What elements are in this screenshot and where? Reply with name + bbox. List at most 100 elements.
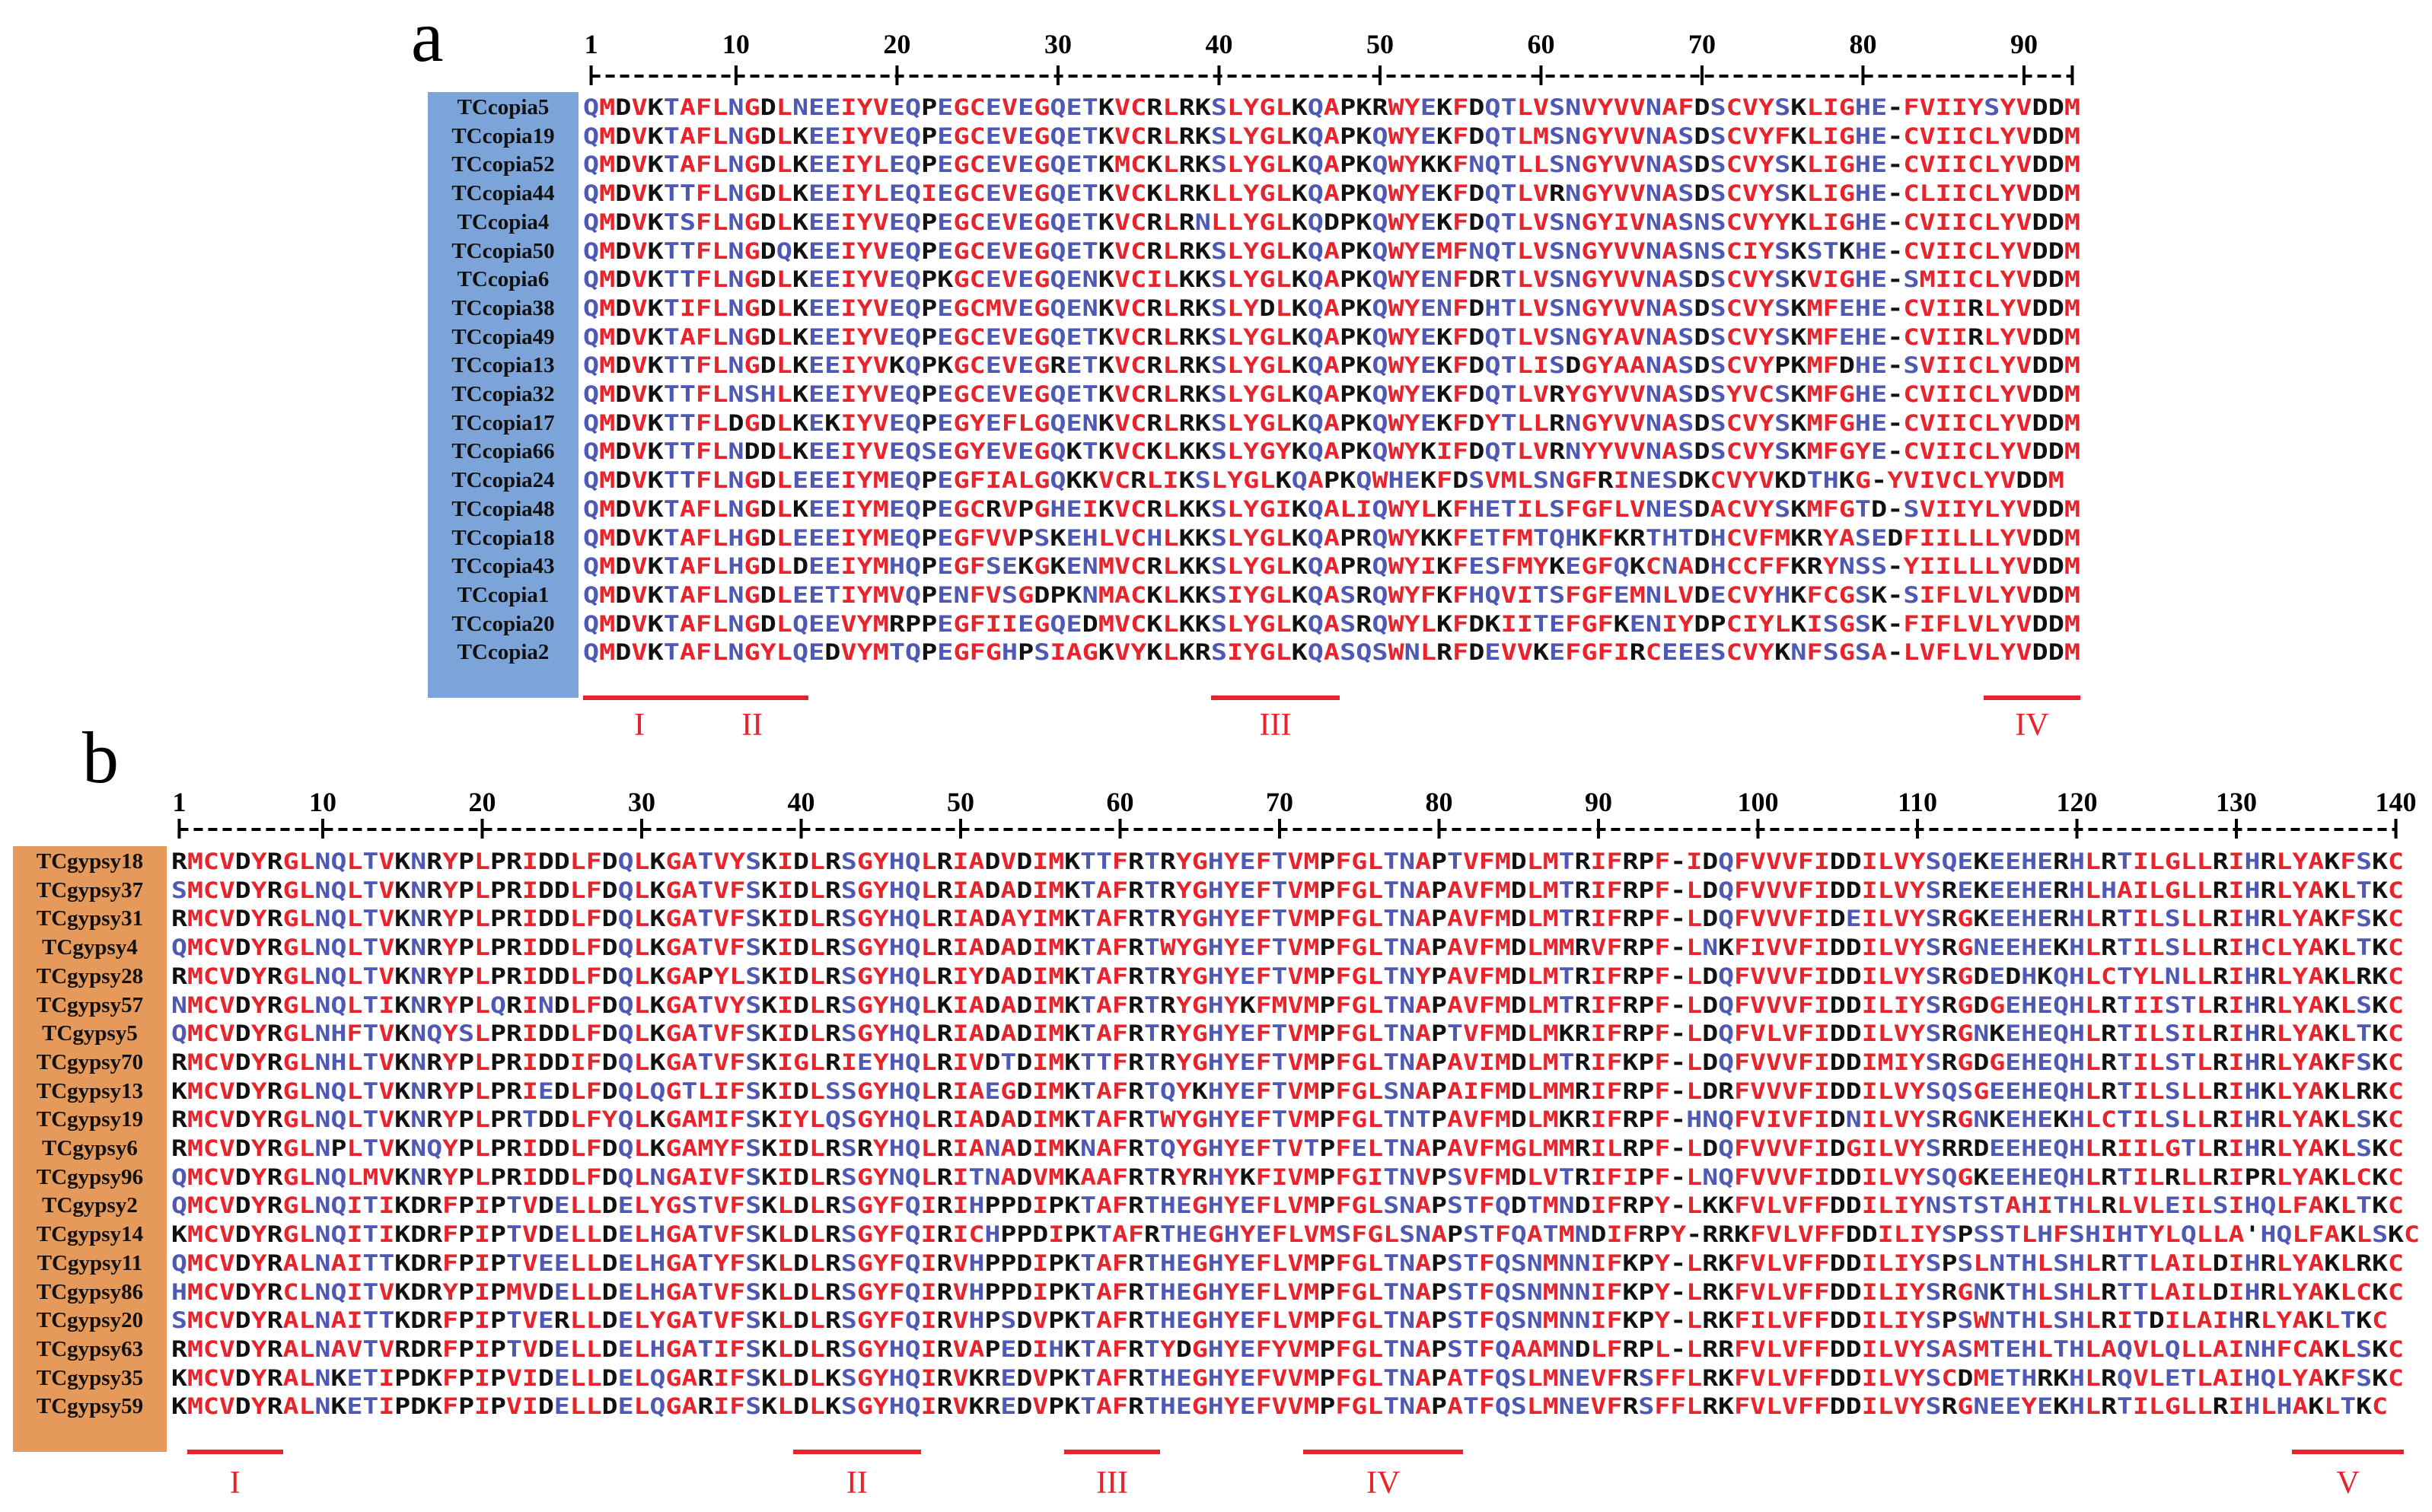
sequence-row: QMDVKTAFLNGDLNEEIYVEQPEGCEVEGQETKVCRLRKS… [583,94,2080,120]
sequence-row: KMCVDYRALNKETIPDKFPIPVIDELLDELQGARIFSKLD… [171,1364,2404,1391]
sequence-name: TCcopia19 [451,123,555,148]
sequence-row: QMDVKTAFLNGDLKEEIYMEQPEGCRVPGHEIKVCRLKKS… [583,495,2080,522]
sequence-name: TCgypsy13 [36,1078,144,1103]
sequence-row: RMCVDYRGLNHLTVKNRYPLPRIDDIFDQLKGATVFSKIG… [171,1049,2404,1075]
gypsy-name-box [13,846,167,1452]
ruler-tick-label: 10 [722,29,750,59]
motif-underline [1303,1450,1463,1454]
ruler-tick-label: 40 [787,787,815,817]
sequence-row: QMDVKTAFLHGDLEEEIYMEQPEGFVVPSKEHLVCHLKKS… [583,524,2080,551]
sequence-row: QMCVDYRGLNQLMVKNRYPLPRIDDLFDQLNGAIVFSKID… [171,1163,2404,1190]
sequence-name: TCgypsy2 [42,1193,138,1218]
sequence-name: TCcopia20 [451,611,555,636]
sequence-row: QMDVKTTFLNGDQKEEIYVEQPEGCEVEGQETKVCRLRKS… [583,237,2080,264]
sequence-name: TCgypsy28 [36,963,144,988]
sequence-row: QMDVKTTFLNGDLKEEIYVEQPKGCEVEGQENKVCILKKS… [583,266,2080,293]
sequence-name: TCcopia2 [457,640,550,665]
sequence-row: KMCVDYRGLNQITIKDRFPIPTVDELLDELHGATVFSKLD… [171,1221,2420,1248]
sequence-row: NMCVDYRGLNQLTIKNRYPLQRINDLFDQLKGATVYSKID… [171,992,2404,1018]
sequence-name: TCcopia13 [451,353,555,378]
ruler-tick-label: 80 [1425,787,1453,817]
sequence-name: TCcopia18 [451,525,555,550]
sequence-name: TCcopia38 [451,295,555,320]
sequence-row: RMCVDYRGLNQLTVKNRYPLPRIDDLFDQLKGATVFSKID… [171,906,2404,932]
sequence-name: TCgypsy11 [37,1250,143,1275]
motif-underline [583,696,696,700]
sequence-name: TCcopia43 [451,554,555,579]
sequence-row: QMDVKTAFLNGDLEETIYMVQPENFVSGDPKNMACKLKKS… [583,581,2080,608]
sequence-name: TCgypsy4 [42,935,138,960]
ruler-tick-label: 60 [1106,787,1134,817]
ruler-tick-label: 90 [2010,29,2038,59]
motif-underline [186,1450,283,1454]
ruler-tick-label: 80 [1849,29,1877,59]
ruler-tick-label: 100 [1737,787,1779,817]
motif-label: II [741,708,763,743]
ruler-tick-label: 1 [584,29,598,59]
sequence-row: QMDVKTTFLNGDLEEEIYMEQPEGFIALGQKKVCRLIKSL… [583,467,2064,494]
ruler-tick-label: 1 [172,787,186,817]
ruler-tick-label: 40 [1205,29,1233,59]
sequence-row: RMCVDYRGLNPLTVKNQYPLPRIDDLFDQLKGAMYFSKID… [171,1135,2404,1161]
ruler-tick-label: 20 [883,29,911,59]
panel-b-letter: b [82,717,119,798]
motif-label: I [229,1466,241,1501]
sequence-row: RMCVDYRGLNQLTVKNRYPLPRIDDLFDQLKGAPYLSKID… [171,963,2404,989]
sequence-row: QMDVKTAFLNGDLKEEIYLEQPEGCEVEGQETKMCKLRKS… [583,151,2080,178]
sequence-name: TCgypsy31 [36,906,144,931]
motif-underline [2292,1450,2404,1454]
ruler-tick-label: 120 [2056,787,2098,817]
sequence-row: QMDVKTTFLNSHLKEEIYVEQPEGCEVEGQETKVCRLRKS… [583,381,2080,407]
ruler-tick-label: 70 [1688,29,1716,59]
sequence-row: QMDVKTTFLDGDLKEKIYVEQPEGYEFLGQENKVCRLRKS… [583,409,2080,436]
sequence-row: QMDVKTTFLNGDLKEEIYVKQPKGCEVEGRETKVCRLRKS… [583,352,2080,379]
motif-label: III [1259,708,1292,743]
sequence-row: KMCVDYRGLNQLTVKNRYPLPRIEDLFDQLQGTLIFSKID… [171,1077,2404,1104]
sequence-name: TCcopia24 [451,468,555,493]
sequence-row: RMCVDYRALNAVTVRDRFPIPTVDELLDELHGATIFSKLD… [171,1335,2404,1362]
sequence-name: TCcopia49 [451,324,555,349]
ruler-tick-label: 90 [1585,787,1613,817]
ruler-tick-label: 70 [1266,787,1294,817]
sequence-row: QMDVKTAFLNGYLQEDVYMTQPEGFGHPSIAGKVYKLKRS… [583,639,2080,666]
ruler-tick-label: 50 [947,787,975,817]
sequence-row: RMCVDYRGLNQLTVKNRYPLPRIDDLFDQLKGATVYSKID… [171,848,2404,874]
sequence-row: QMDVKTAFLNGDLKEEIYVEQPEGCEVEGQETKVCRLRKS… [583,323,2080,350]
sequence-name: TCcopia1 [457,582,550,607]
ruler-tick-label: 30 [1044,29,1072,59]
motif-label: IV [2015,708,2049,743]
sequence-name: TCcopia32 [451,382,555,406]
motif-label: II [846,1466,868,1501]
sequence-name: TCgypsy96 [36,1164,144,1189]
sequence-name: TCcopia4 [457,209,550,234]
ruler-tick-label: 130 [2216,787,2258,817]
sequence-name: TCgypsy20 [36,1308,144,1333]
sequence-row: HMCVDYRCLNQITVKDRYPIPMVDELLDELHGATVFSKLD… [171,1278,2404,1305]
sequence-name: TCgypsy37 [36,877,144,902]
ruler-tick-label: 110 [1898,787,1938,817]
sequence-name: TCcopia6 [457,267,550,292]
motif-underline [793,1450,921,1454]
ruler-tick-label: 20 [468,787,496,817]
motif-underline [1210,696,1340,700]
sequence-name: TCcopia17 [451,410,555,435]
sequence-name: TCgypsy18 [36,849,144,874]
sequence-row: QMDVKTAFLHGDLDEEIYMHQPEGFSEKGKENMVCRLKKS… [583,553,2080,580]
sequence-name: TCgypsy63 [36,1336,144,1361]
sequence-row: KMCVDYRALNKETIPDKFPIPVIDELLDELQGARIFSKLD… [171,1393,2389,1420]
sequence-name: TCgypsy19 [36,1107,144,1132]
motif-underline [1984,696,2080,700]
panel-a-letter: a [411,0,444,77]
sequence-row: QMCVDYRGLNQITIKDRFPIPTVDELLDELYGSTVFSKLD… [171,1192,2404,1219]
sequence-name: TCgypsy86 [36,1279,144,1304]
motif-underline [696,696,809,700]
sequence-row: QMDVKTSFLNGDLKEEIYVEQPEGCEVEGQETKVCRLRNL… [583,208,2080,235]
ruler-tick-label: 30 [628,787,656,817]
motif-underline [1064,1450,1160,1454]
sequence-name: TCcopia5 [457,95,550,119]
sequence-row: QMCVDYRGLNHFTVKNQYSLPRIDDLFDQLKGATVFSKID… [171,1020,2404,1047]
sequence-name: TCgypsy5 [42,1021,138,1046]
ruler-tick-label: 140 [2375,787,2417,817]
copia-name-box [428,92,579,698]
